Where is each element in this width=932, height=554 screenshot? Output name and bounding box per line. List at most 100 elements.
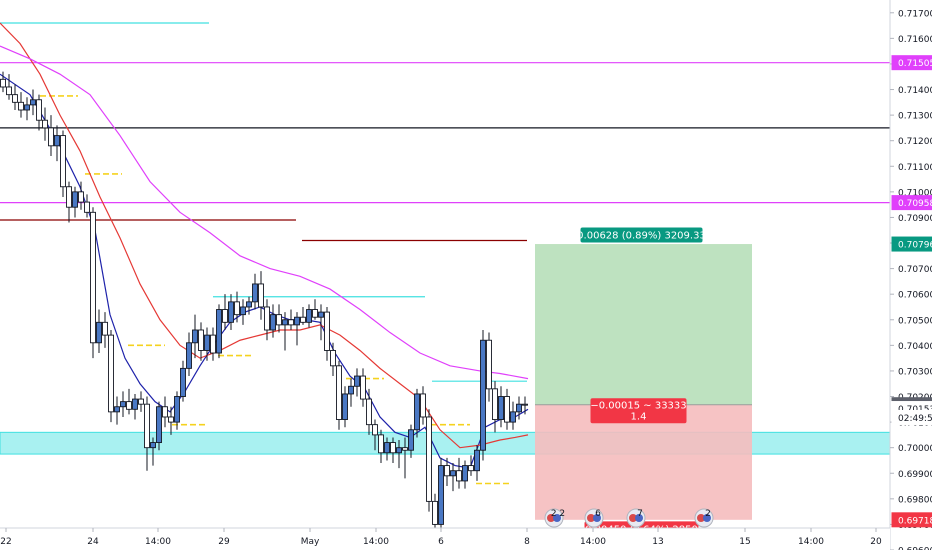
candle-body: [198, 329, 204, 351]
price-label-text: 0.70958: [898, 199, 932, 209]
candle-body: [450, 470, 456, 477]
position-center-label-text: −0.00015 ~ 33333: [590, 401, 686, 412]
position-stop-zone[interactable]: [535, 404, 752, 520]
price-label-text: 02:49:50: [898, 414, 932, 424]
price-label-text: 0.69718: [898, 516, 932, 526]
candle: [450, 463, 456, 492]
candle-body: [72, 191, 78, 208]
candle-body: [162, 406, 168, 418]
position-center-label-bg: [590, 398, 687, 424]
price-label-text: 0.70796: [898, 241, 932, 251]
candle-body: [414, 393, 420, 431]
candle: [396, 440, 402, 469]
price-tick-label: 0.71400: [898, 86, 932, 96]
candle: [336, 360, 342, 430]
candle-body: [312, 309, 318, 318]
candle-body: [210, 334, 216, 354]
candle-body: [480, 339, 486, 451]
candle: [36, 94, 42, 131]
candle: [6, 74, 12, 100]
candle: [270, 304, 276, 338]
time-tick-label: 6: [438, 537, 444, 547]
time-tick-label: 8: [524, 537, 530, 547]
candle-body: [516, 403, 522, 413]
candle: [282, 312, 288, 351]
candle-body: [12, 94, 18, 103]
time-tick-label: 29: [218, 537, 230, 547]
candle: [114, 396, 120, 425]
event-flag-icon: [629, 514, 637, 522]
candle-body: [42, 119, 48, 129]
candle: [504, 388, 510, 430]
position-target-zone[interactable]: [535, 244, 752, 405]
candle-body: [378, 434, 384, 454]
price-tick-label: 0.71100: [898, 163, 932, 173]
economic-event[interactable]: 2 2: [544, 508, 565, 528]
candle-body: [66, 186, 72, 208]
candle: [312, 299, 318, 320]
candle-body: [30, 99, 36, 106]
economic-event[interactable]: 2: [694, 508, 714, 528]
candle-body: [0, 78, 6, 88]
candle: [264, 299, 270, 341]
candle: [30, 89, 36, 116]
time-axis-bg: [0, 528, 890, 550]
price-label-bg: [891, 409, 932, 425]
event-flag-icon: [697, 514, 705, 522]
candle-body: [192, 329, 198, 344]
candle-body: [324, 311, 330, 351]
candle: [234, 291, 240, 323]
candle: [516, 396, 522, 420]
candle: [144, 396, 150, 471]
candle: [24, 97, 30, 121]
time-tick-label: 14:00: [145, 537, 171, 547]
candle-body: [252, 283, 258, 303]
candle: [456, 457, 462, 489]
candle: [66, 181, 72, 223]
price-tick-label: 0.70000: [898, 444, 932, 454]
price-axis[interactable]: 0.717000.716000.715000.714000.713000.712…: [889, 0, 932, 554]
candle: [390, 437, 396, 464]
position-target-label-text: 0.00628 (0.89%) 3209.33: [577, 231, 706, 242]
event-count: 2: [705, 509, 711, 519]
economic-event[interactable]: 6: [584, 508, 604, 528]
candle-body: [48, 127, 54, 147]
events-group[interactable]: 2 2 6 7 2: [544, 508, 714, 528]
event-flag-icon: [553, 514, 561, 522]
price-tick-label: 0.70500: [898, 316, 932, 326]
price-label-text: 0.71505: [898, 59, 932, 69]
candle-body: [432, 500, 438, 525]
candle: [444, 457, 450, 487]
economic-event[interactable]: 7: [626, 508, 646, 528]
position-tool-group[interactable]: [535, 244, 752, 520]
candle-body: [330, 350, 336, 367]
candle: [120, 391, 126, 417]
candle: [54, 125, 60, 162]
candle: [168, 406, 174, 435]
candle-body: [24, 104, 30, 111]
price-label: 0.70958: [891, 195, 932, 211]
price-label: 0.69718: [891, 512, 932, 528]
moving-averages-group: [0, 22, 529, 469]
candle: [492, 381, 498, 433]
candle: [240, 299, 246, 325]
candle: [276, 304, 282, 333]
time-tick-label: 14:00: [798, 537, 824, 547]
time-tick-label: 14:00: [363, 537, 389, 547]
candle-body: [426, 416, 432, 502]
candle-body: [222, 309, 228, 323]
candle: [438, 457, 444, 533]
time-axis[interactable]: 22 24 14:00 29 May 14:00 6 8 14:00 13 15 14:00 20: [0, 527, 890, 550]
candles-group: [0, 71, 528, 533]
candle: [72, 186, 78, 218]
candle-body: [216, 309, 222, 354]
moving-average-line: [0, 22, 529, 449]
candle-body: [156, 406, 162, 444]
candle: [354, 368, 360, 397]
time-tick-label: 22: [0, 537, 11, 547]
candle-body: [468, 465, 474, 472]
price-axis-bg: [890, 0, 932, 550]
price-label-bg: [891, 55, 932, 71]
